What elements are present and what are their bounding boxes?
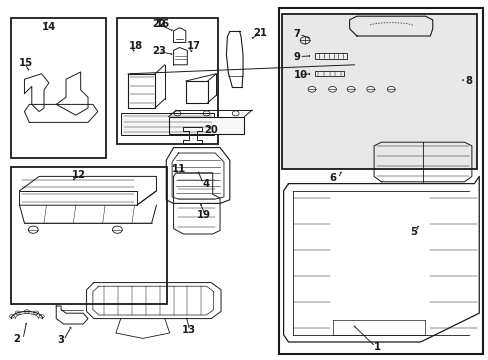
Text: 7: 7	[293, 29, 300, 39]
Text: 14: 14	[41, 22, 56, 32]
Bar	[11, 18, 106, 158]
Text: 17: 17	[186, 41, 200, 51]
Text: 2: 2	[14, 334, 20, 344]
Bar	[315, 53, 346, 59]
Bar	[11, 167, 167, 304]
Text: 18: 18	[129, 41, 142, 51]
Text: 9: 9	[293, 51, 300, 62]
Text: 11: 11	[171, 164, 185, 174]
Text: 15: 15	[19, 58, 33, 68]
Text: 6: 6	[328, 173, 335, 183]
Bar	[315, 71, 343, 76]
Text: 20: 20	[203, 125, 217, 135]
Text: 23: 23	[152, 46, 166, 57]
Text: 3: 3	[58, 335, 64, 345]
Text: 5: 5	[409, 227, 416, 237]
Bar	[281, 14, 476, 169]
Bar	[278, 8, 482, 354]
Text: 4: 4	[202, 179, 209, 189]
Bar	[117, 18, 217, 144]
Bar	[121, 113, 214, 135]
Text: 12: 12	[71, 170, 85, 180]
Text: 8: 8	[464, 76, 471, 86]
Text: 21: 21	[252, 28, 266, 38]
Text: 16: 16	[156, 19, 170, 29]
Text: 1: 1	[373, 342, 381, 352]
Text: 19: 19	[197, 210, 211, 220]
Text: 22: 22	[152, 19, 166, 29]
Bar	[168, 117, 244, 134]
Text: 13: 13	[181, 325, 195, 336]
Text: 10: 10	[293, 69, 307, 80]
